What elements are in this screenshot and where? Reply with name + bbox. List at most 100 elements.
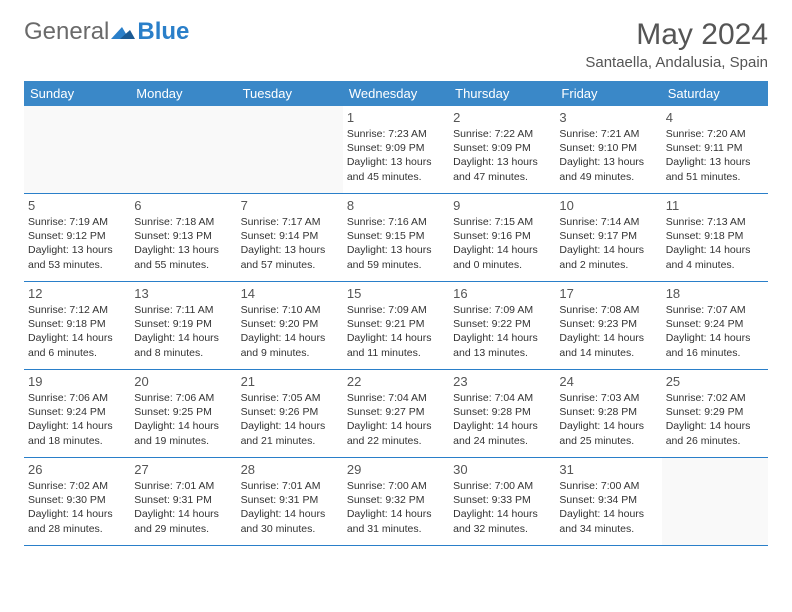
day-info: Sunrise: 7:02 AMSunset: 9:29 PMDaylight:… — [666, 391, 764, 448]
calendar-cell: 14Sunrise: 7:10 AMSunset: 9:20 PMDayligh… — [237, 282, 343, 369]
day-info: Sunrise: 7:23 AMSunset: 9:09 PMDaylight:… — [347, 127, 445, 184]
calendar-week: 12 Sunrise: 7:12 AMSunset: 9:18 PMDayligh… — [24, 282, 768, 370]
calendar-cell: 19 Sunrise: 7:06 AMSunset: 9:24 PMDayligh… — [24, 370, 130, 457]
calendar: SundayMondayTuesdayWednesdayThursdayFrid… — [24, 81, 768, 546]
calendar-week: 26Sunrise: 7:02 AMSunset: 9:30 PMDayligh… — [24, 458, 768, 546]
calendar-cell: 31 Sunrise: 7:00 AMSunset: 9:34 PMDayligh… — [555, 458, 661, 545]
calendar-cell — [237, 106, 343, 193]
day-number: 22 — [347, 374, 445, 389]
day-number: 12 — [28, 286, 126, 301]
day-number: 21 — [241, 374, 339, 389]
day-number: 15 — [347, 286, 445, 301]
day-info: Sunrise: 7:08 AMSunset: 9:23 PMDaylight:… — [559, 303, 657, 360]
calendar-cell: 11 Sunrise: 7:13 AMSunset: 9:18 PMDayligh… — [662, 194, 768, 281]
calendar-body: 1 Sunrise: 7:23 AMSunset: 9:09 PMDaylight… — [24, 106, 768, 546]
day-number: 28 — [241, 462, 339, 477]
day-info: Sunrise: 7:00 AMSunset: 9:33 PMDaylight:… — [453, 479, 551, 536]
calendar-cell — [662, 458, 768, 545]
day-number: 7 — [241, 198, 339, 213]
calendar-cell: 23 Sunrise: 7:04 AMSunset: 9:28 PMDayligh… — [449, 370, 555, 457]
day-number: 19 — [28, 374, 126, 389]
logo: General Blue — [24, 18, 189, 46]
day-number: 8 — [347, 198, 445, 213]
calendar-cell: 26Sunrise: 7:02 AMSunset: 9:30 PMDayligh… — [24, 458, 130, 545]
day-info: Sunrise: 7:07 AMSunset: 9:24 PMDaylight:… — [666, 303, 764, 360]
logo-text-gray: General — [24, 18, 109, 46]
calendar-cell: 7 Sunrise: 7:17 AMSunset: 9:14 PMDaylight… — [237, 194, 343, 281]
day-number: 14 — [241, 286, 339, 301]
day-number: 5 — [28, 198, 126, 213]
day-number: 24 — [559, 374, 657, 389]
day-number: 25 — [666, 374, 764, 389]
location-text: Santaella, Andalusia, Spain — [585, 54, 768, 71]
day-info: Sunrise: 7:09 AMSunset: 9:22 PMDaylight:… — [453, 303, 551, 360]
day-info: Sunrise: 7:04 AMSunset: 9:28 PMDaylight:… — [453, 391, 551, 448]
calendar-cell: 30 Sunrise: 7:00 AMSunset: 9:33 PMDayligh… — [449, 458, 555, 545]
calendar-cell: 29 Sunrise: 7:00 AMSunset: 9:32 PMDayligh… — [343, 458, 449, 545]
day-number: 9 — [453, 198, 551, 213]
day-number: 27 — [134, 462, 232, 477]
day-info: Sunrise: 7:11 AMSunset: 9:19 PMDaylight:… — [134, 303, 232, 360]
day-info: Sunrise: 7:05 AMSunset: 9:26 PMDaylight:… — [241, 391, 339, 448]
day-info: Sunrise: 7:15 AMSunset: 9:16 PMDaylight:… — [453, 215, 551, 272]
day-info: Sunrise: 7:01 AMSunset: 9:31 PMDaylight:… — [241, 479, 339, 536]
calendar-week: 19 Sunrise: 7:06 AMSunset: 9:24 PMDayligh… — [24, 370, 768, 458]
day-info: Sunrise: 7:13 AMSunset: 9:18 PMDaylight:… — [666, 215, 764, 272]
day-number: 2 — [453, 110, 551, 125]
page-title: May 2024 — [585, 18, 768, 52]
day-number: 31 — [559, 462, 657, 477]
calendar-cell: 6Sunrise: 7:18 AMSunset: 9:13 PMDaylight… — [130, 194, 236, 281]
day-info: Sunrise: 7:00 AMSunset: 9:32 PMDaylight:… — [347, 479, 445, 536]
day-info: Sunrise: 7:06 AMSunset: 9:25 PMDaylight:… — [134, 391, 232, 448]
title-block: May 2024 Santaella, Andalusia, Spain — [585, 18, 768, 71]
day-info: Sunrise: 7:09 AMSunset: 9:21 PMDaylight:… — [347, 303, 445, 360]
calendar-cell: 1 Sunrise: 7:23 AMSunset: 9:09 PMDaylight… — [343, 106, 449, 193]
day-info: Sunrise: 7:14 AMSunset: 9:17 PMDaylight:… — [559, 215, 657, 272]
day-number: 30 — [453, 462, 551, 477]
day-info: Sunrise: 7:06 AMSunset: 9:24 PMDaylight:… — [28, 391, 126, 448]
day-info: Sunrise: 7:03 AMSunset: 9:28 PMDaylight:… — [559, 391, 657, 448]
day-header-cell: Wednesday — [343, 81, 449, 106]
day-number: 1 — [347, 110, 445, 125]
day-info: Sunrise: 7:00 AMSunset: 9:34 PMDaylight:… — [559, 479, 657, 536]
calendar-cell: 16Sunrise: 7:09 AMSunset: 9:22 PMDayligh… — [449, 282, 555, 369]
logo-mark-icon — [111, 23, 135, 41]
day-number: 23 — [453, 374, 551, 389]
calendar-cell: 24 Sunrise: 7:03 AMSunset: 9:28 PMDayligh… — [555, 370, 661, 457]
calendar-cell: 22 Sunrise: 7:04 AMSunset: 9:27 PMDayligh… — [343, 370, 449, 457]
calendar-cell: 8 Sunrise: 7:16 AMSunset: 9:15 PMDaylight… — [343, 194, 449, 281]
day-info: Sunrise: 7:20 AMSunset: 9:11 PMDaylight:… — [666, 127, 764, 184]
day-info: Sunrise: 7:16 AMSunset: 9:15 PMDaylight:… — [347, 215, 445, 272]
calendar-cell: 5 Sunrise: 7:19 AMSunset: 9:12 PMDaylight… — [24, 194, 130, 281]
calendar-cell — [24, 106, 130, 193]
day-number: 29 — [347, 462, 445, 477]
calendar-cell: 10 Sunrise: 7:14 AMSunset: 9:17 PMDayligh… — [555, 194, 661, 281]
day-info: Sunrise: 7:12 AMSunset: 9:18 PMDaylight:… — [28, 303, 126, 360]
calendar-cell: 3 Sunrise: 7:21 AMSunset: 9:10 PMDaylight… — [555, 106, 661, 193]
day-info: Sunrise: 7:19 AMSunset: 9:12 PMDaylight:… — [28, 215, 126, 272]
day-info: Sunrise: 7:21 AMSunset: 9:10 PMDaylight:… — [559, 127, 657, 184]
day-header-row: SundayMondayTuesdayWednesdayThursdayFrid… — [24, 81, 768, 106]
calendar-cell: 28 Sunrise: 7:01 AMSunset: 9:31 PMDayligh… — [237, 458, 343, 545]
day-number: 11 — [666, 198, 764, 213]
day-info: Sunrise: 7:04 AMSunset: 9:27 PMDaylight:… — [347, 391, 445, 448]
calendar-cell: 13 Sunrise: 7:11 AMSunset: 9:19 PMDayligh… — [130, 282, 236, 369]
calendar-cell: 12 Sunrise: 7:12 AMSunset: 9:18 PMDayligh… — [24, 282, 130, 369]
day-header-cell: Monday — [130, 81, 236, 106]
day-number: 13 — [134, 286, 232, 301]
day-number: 3 — [559, 110, 657, 125]
day-info: Sunrise: 7:02 AMSunset: 9:30 PMDaylight:… — [28, 479, 126, 536]
day-number: 10 — [559, 198, 657, 213]
day-header-cell: Tuesday — [237, 81, 343, 106]
day-header-cell: Sunday — [24, 81, 130, 106]
day-header-cell: Thursday — [449, 81, 555, 106]
day-info: Sunrise: 7:17 AMSunset: 9:14 PMDaylight:… — [241, 215, 339, 272]
day-info: Sunrise: 7:18 AMSunset: 9:13 PMDaylight:… — [134, 215, 232, 272]
calendar-cell — [130, 106, 236, 193]
calendar-week: 1 Sunrise: 7:23 AMSunset: 9:09 PMDaylight… — [24, 106, 768, 194]
day-number: 20 — [134, 374, 232, 389]
day-header-cell: Saturday — [662, 81, 768, 106]
calendar-cell: 25 Sunrise: 7:02 AMSunset: 9:29 PMDayligh… — [662, 370, 768, 457]
day-number: 4 — [666, 110, 764, 125]
calendar-cell: 20 Sunrise: 7:06 AMSunset: 9:25 PMDayligh… — [130, 370, 236, 457]
